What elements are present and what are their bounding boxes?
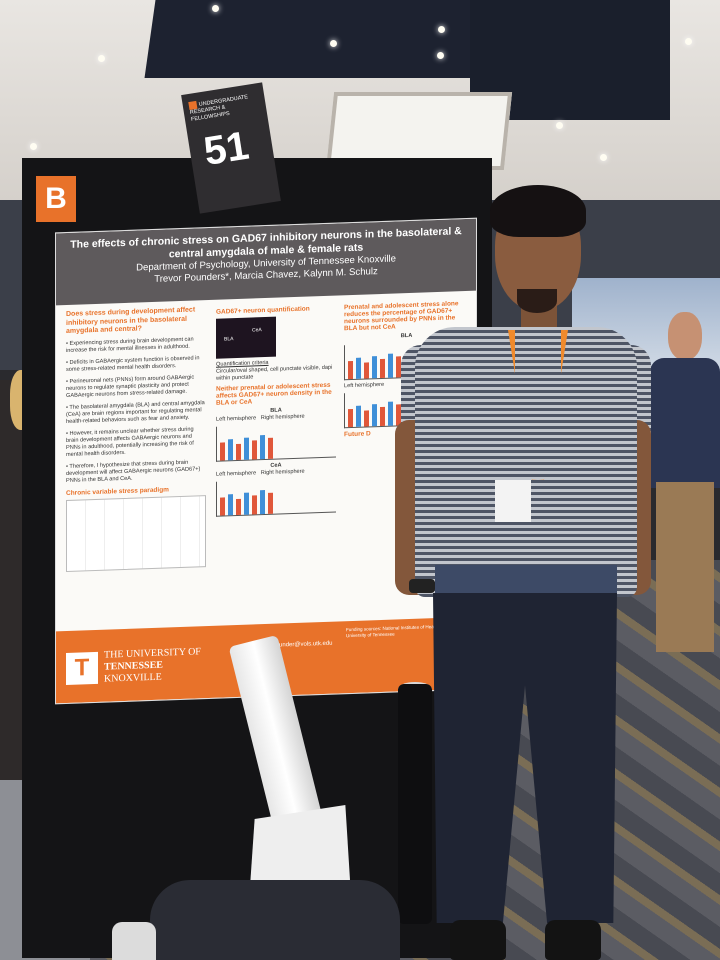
bar [380,358,385,379]
bar [220,497,225,516]
stanchion-post [398,684,432,924]
hair [490,185,586,237]
label-cea: CeA [252,327,262,334]
ceiling-light [437,52,444,59]
bar-chart-cea [216,477,336,517]
bar [372,355,377,379]
bar [364,409,369,427]
beard [517,289,557,313]
shirt-hem [435,565,617,595]
bar [388,401,393,426]
bar [268,437,273,459]
legs [656,482,714,652]
board-letter: B [36,176,76,222]
bar [380,406,385,427]
bar-chart-bla [216,422,336,462]
name-badge [495,480,531,522]
bullet: • Perineuronal nets (PNNs) form around G… [66,374,195,399]
right-shoe [545,920,601,960]
left-shoe [450,920,506,960]
ceiling-light [685,38,692,45]
left-hemisphere-label: Left hemisphere [216,470,257,478]
paradigm-diagram [66,494,206,572]
bar [228,494,233,516]
bar [356,405,361,427]
bar [356,357,361,379]
poster-methods-column: GAD67+ neuron quantification BLA CeA Qua… [216,302,336,520]
ceiling-light [30,143,37,150]
ceiling-light [600,154,607,161]
wristwatch [409,579,435,593]
bullet: • Experiencing stress during brain devel… [66,336,194,354]
bar [244,437,249,460]
ut-logo-icon: T [66,651,98,685]
label-bla: BLA [224,336,234,343]
bullet: • Therefore, I hypothesize that stress d… [66,459,201,484]
torso [650,358,720,488]
backpack [150,880,400,960]
bar [236,443,241,461]
bullet: • Deficits in GABAergic system function … [66,354,200,373]
ceiling-light [212,5,219,12]
bar [364,361,369,379]
ceiling-light [330,40,337,47]
water-bottle [112,922,156,960]
navy-trousers [433,593,617,923]
ceiling-light [438,26,445,33]
bar [260,490,265,515]
presenter [395,185,655,960]
university-name: THE UNIVERSITY OF TENNESSEE KNOXVILLE [104,646,201,685]
bullet: • However, it remains unclear whether st… [66,426,194,458]
bar [260,435,265,460]
right-hemisphere-label: Right hemisphere [260,468,305,477]
bar [220,442,225,461]
sign-header: UNDERGRADUATE RESEARCH & FELLOWSHIPS [189,94,249,124]
bar [244,492,249,515]
bar [348,408,353,428]
left-hemisphere-label: Left hemisphere [216,415,257,423]
striped-polo-shirt [415,327,637,597]
research-question: Does stress during development affect in… [66,306,196,335]
bar [348,360,353,380]
bar [252,439,257,460]
bar [228,439,233,461]
bar [388,353,393,378]
microscopy-image: BLA CeA [216,316,276,359]
poster-intro-column: Does stress during development affect in… [66,306,206,572]
booth-number: 51 [200,123,252,174]
ceiling-light [556,122,563,129]
background-person [650,312,720,662]
quant-heading: GAD67+ neuron quantification [216,305,310,316]
bar [252,494,257,515]
bar [236,498,241,516]
bar [268,492,273,514]
bar [372,403,377,427]
result-density: Neither prenatal or adolescent stress af… [216,381,332,407]
head [668,312,702,360]
ceiling-light [98,55,105,62]
right-hemisphere-label: Right hemisphere [260,413,305,422]
quant-criteria-detail: Circular/oval shaped, cell punctate visi… [216,364,333,382]
bullet: • The basolateral amygdala (BLA) and cen… [66,399,205,425]
